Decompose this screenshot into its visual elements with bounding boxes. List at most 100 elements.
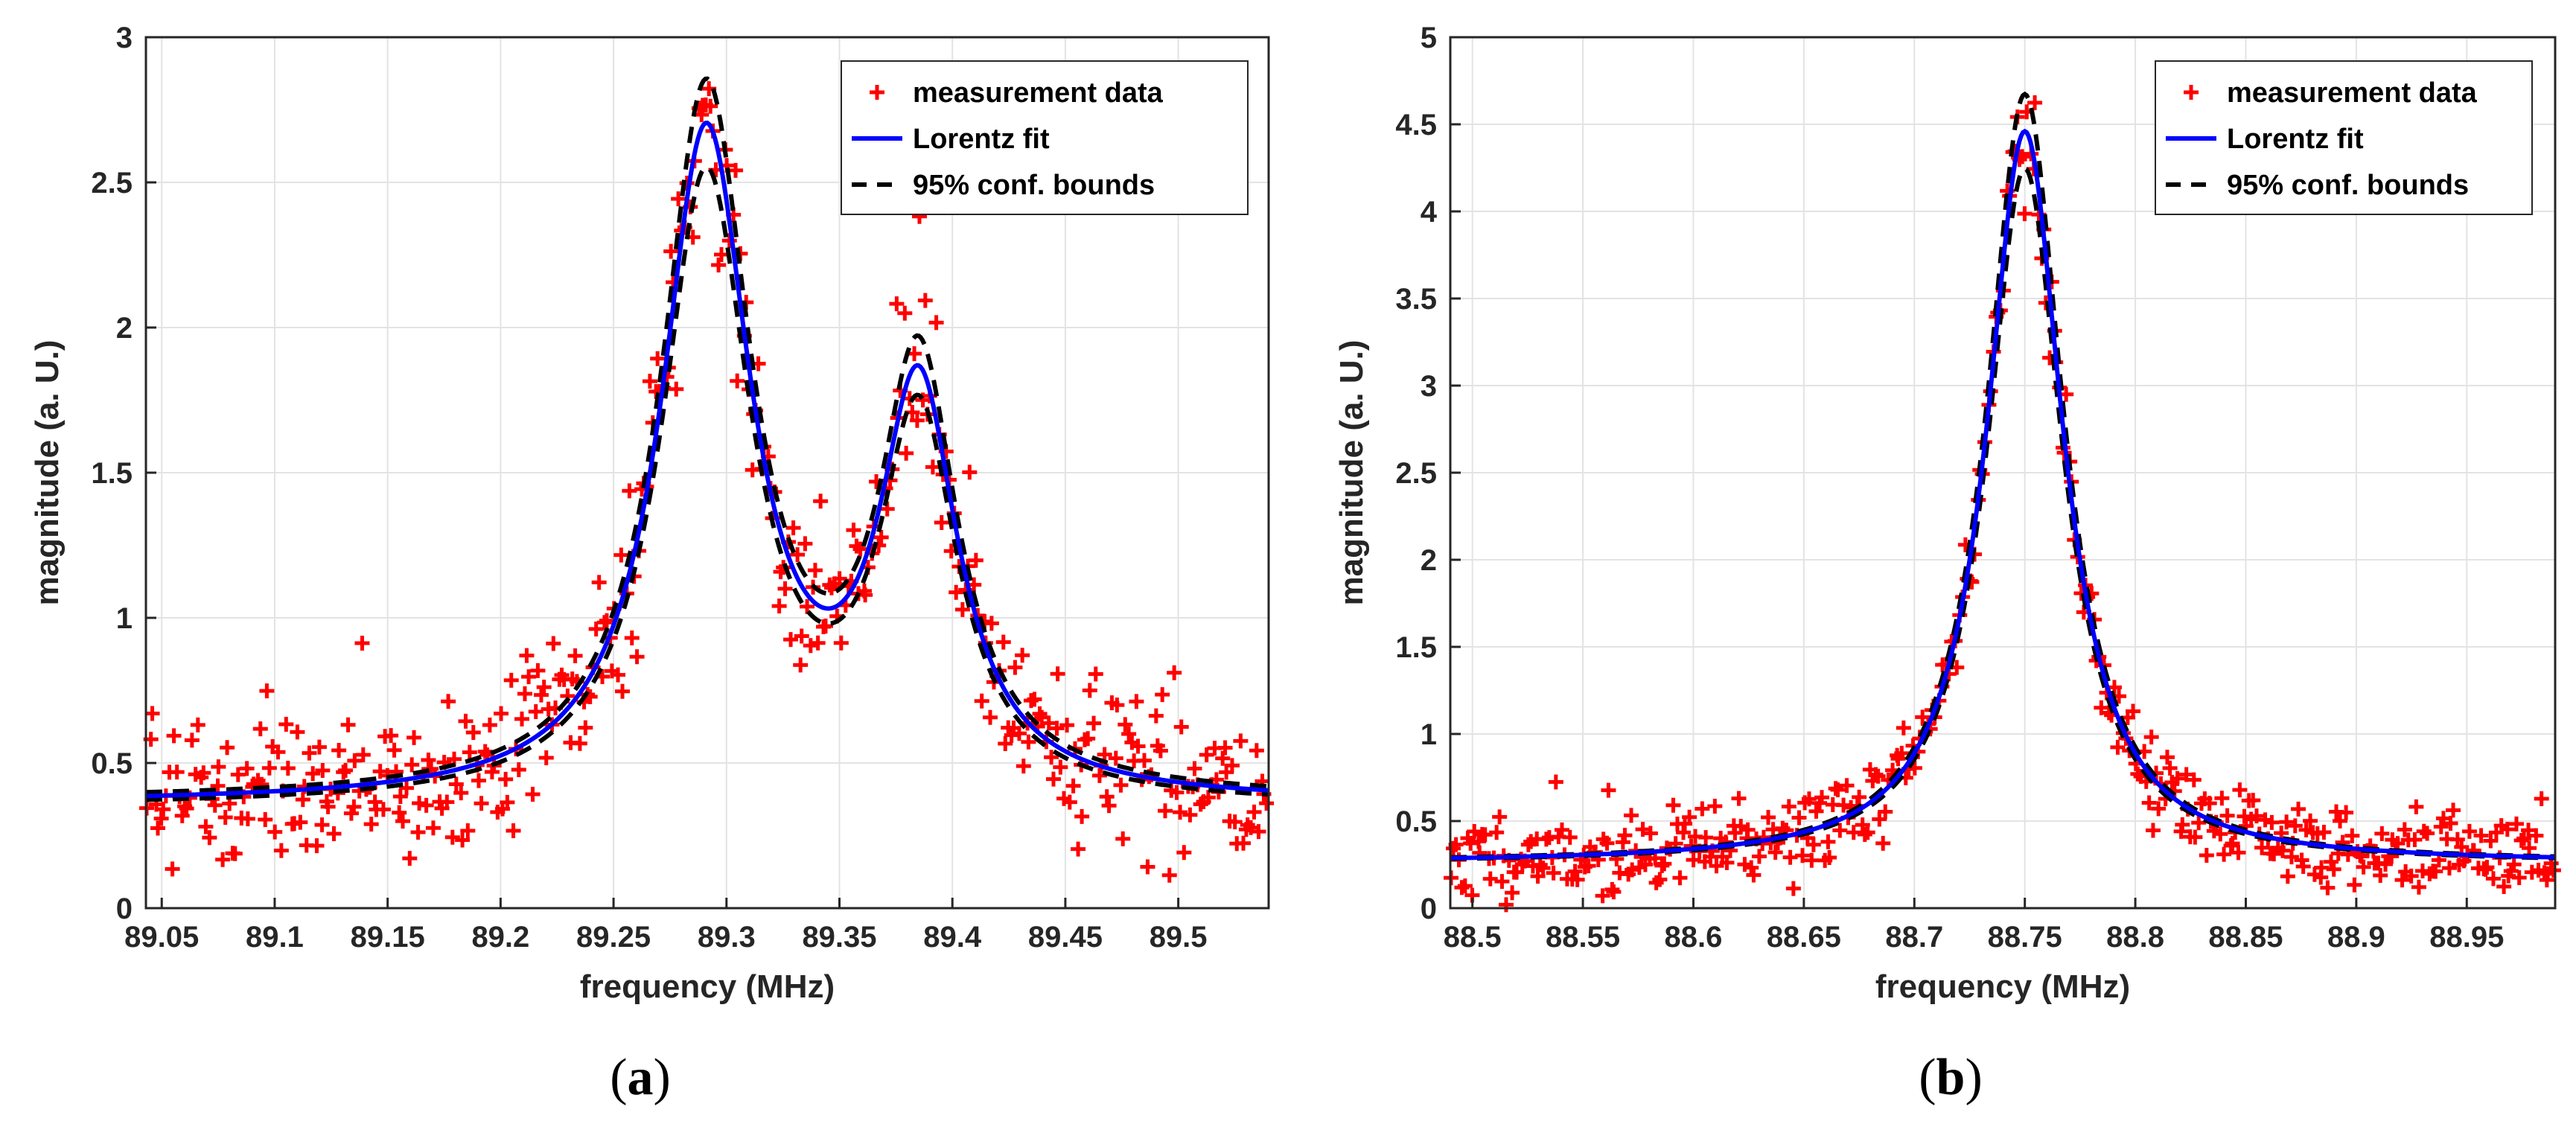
data-point [1744,860,1759,875]
data-point [852,541,868,557]
data-point [588,622,604,637]
data-point [1021,734,1036,750]
data-point [1169,785,1185,800]
data-point [1108,750,1123,766]
legend-marker-plus [870,85,884,100]
data-point [1652,872,1668,887]
x-tick-label: 88.8 [2106,921,2164,954]
data-point [196,765,211,781]
data-point [1820,834,1836,849]
data-point [511,762,526,777]
data-point [1251,824,1266,840]
data-point [909,412,925,428]
data-point [517,686,532,702]
data-point [2225,836,2240,852]
data-point [392,805,407,820]
data-point [1785,881,1801,896]
data-point [793,657,809,673]
data-point [572,735,587,751]
data-point [714,246,730,262]
data-point [190,717,205,732]
data-point [1121,727,1137,742]
data-point [2454,839,2470,855]
y-tick-label: 0 [1421,893,1437,925]
y-tick-label: 2.5 [1395,457,1437,490]
data-point [220,740,235,756]
data-point [873,529,889,545]
data-point [1071,841,1086,857]
data-point [1236,835,1251,851]
data-point [1567,863,1583,879]
x-tick-label: 89.45 [1028,921,1103,954]
data-point [258,812,273,828]
data-point [2141,795,2157,811]
data-point [1082,683,1097,698]
y-tick-label: 2 [1421,544,1437,577]
x-tick-label: 89.35 [802,921,876,954]
data-point [669,381,684,397]
data-point [448,776,464,792]
x-axis-label: frequency (MHz) [1875,968,2130,1005]
data-point [1148,708,1164,724]
data-point [1695,801,1710,817]
data-point [528,703,543,719]
data-point [150,820,166,836]
data-point [1894,745,1910,761]
data-point [320,799,336,814]
data-point [2187,829,2203,845]
data-point [728,162,744,178]
legend-label: Lorentz fit [2227,124,2364,155]
data-point [622,483,637,499]
data-point [1113,777,1129,793]
data-point [624,630,640,646]
data-point [1140,859,1155,875]
data-point [1467,823,1482,839]
data-point [1822,849,1837,865]
x-tick-label: 89.25 [576,921,651,954]
data-point [165,861,180,877]
data-point [399,780,415,796]
data-point [2323,854,2339,869]
data-point [482,717,497,732]
data-point [465,725,481,741]
data-point [954,601,970,617]
data-point [425,820,441,836]
data-point [375,802,391,817]
x-tick-label: 89.05 [124,921,199,954]
data-point [184,732,200,748]
legend: measurement data Lorentz fit 95% conf. bou… [841,60,1249,215]
data-point [2186,772,2202,788]
data-point [2214,791,2230,806]
data-point [803,638,818,654]
data-point [1682,809,1697,825]
x-tick-label: 88.95 [2429,921,2504,954]
y-tick-label: 1.5 [1395,631,1437,664]
data-point [1167,665,1182,680]
data-point [536,680,552,695]
panel-label-b: (b) [1919,1049,1983,1106]
data-point [418,797,434,813]
data-point [267,824,283,840]
panel-a: 89.05 89.1 89.15 89.2 89.25 89.3 89.35 89.4 89.4… [29,22,1275,1005]
data-point [2264,814,2280,830]
data-point [917,293,933,308]
data-point [2162,760,2178,776]
data-point [1625,862,1640,878]
data-point [1832,823,1848,838]
x-tick-label: 88.5 [1444,921,1502,954]
data-point [1249,743,1264,759]
data-point [1007,660,1023,675]
lorentz-fit-line [145,121,1269,799]
data-point [1804,852,1820,868]
data-point [703,98,718,114]
data-point [412,795,427,811]
data-point [355,747,371,763]
data-point [2347,877,2362,893]
data-point [1791,810,1807,826]
data-point [2110,739,2126,755]
data-point [1814,790,1830,805]
data-point [615,683,631,699]
data-point [410,825,426,840]
y-tick-label: 2.5 [91,167,133,199]
data-point [2461,823,2477,839]
